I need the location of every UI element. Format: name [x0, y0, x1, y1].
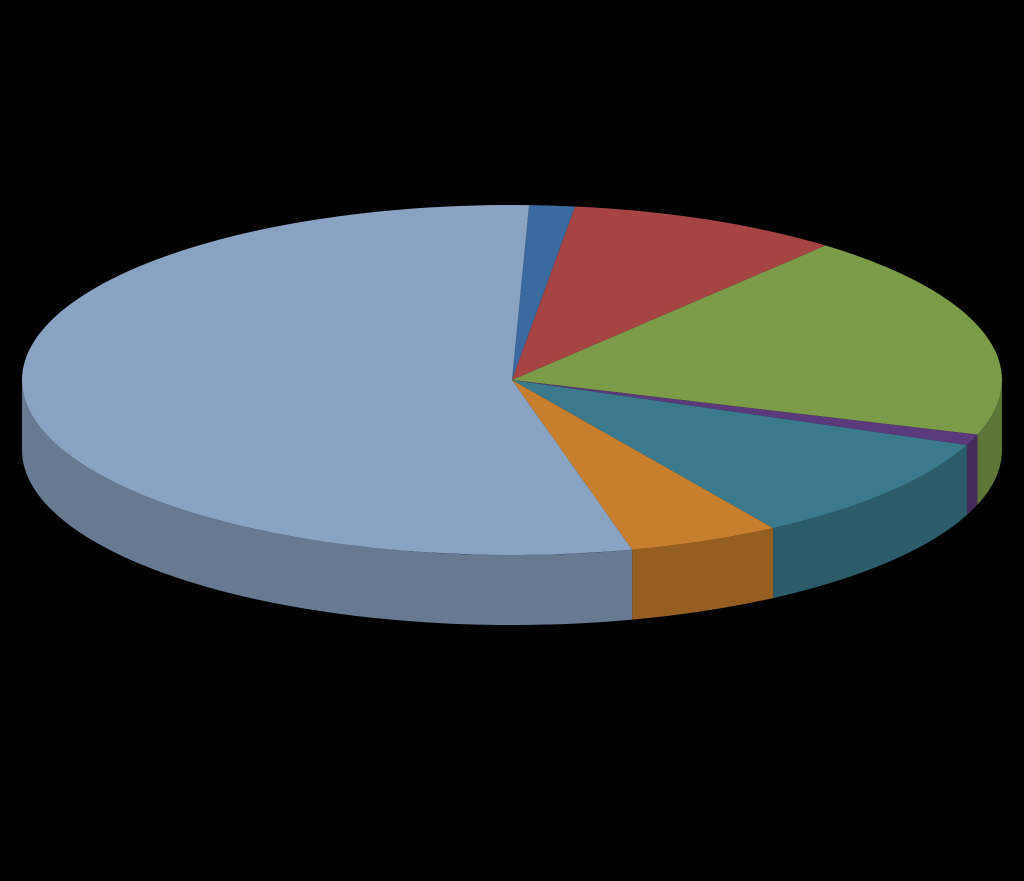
- pie-chart-3d: [0, 0, 1024, 881]
